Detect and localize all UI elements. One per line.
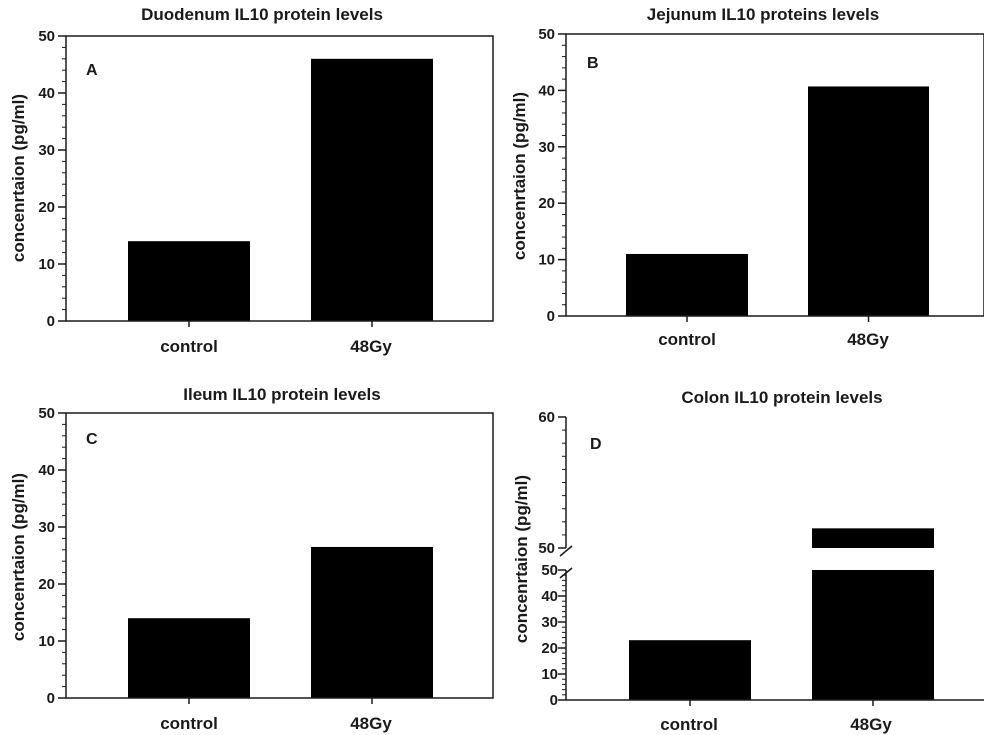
panel-d-xtick-48gy: 48Gy: [850, 715, 892, 734]
panel-b-title: Jejunum IL10 proteins levels: [647, 5, 879, 24]
panel-a-axes: [65, 35, 494, 322]
panel-c-xtick-48gy: 48Gy: [350, 714, 392, 733]
panel-d-break-mark-lower: [559, 567, 573, 579]
panel-c-ytick-label-0: 0: [47, 690, 55, 707]
panel-a-ytick-label-0: 0: [47, 313, 55, 330]
panel-a-bars: [128, 58, 433, 322]
panel-c-ytick-label-30: 30: [38, 519, 55, 536]
panel-b-ytick-label-10: 10: [538, 252, 555, 269]
panel-d-xtick-control: control: [660, 715, 718, 734]
panel-b-xtick-control: control: [658, 330, 716, 349]
panel-d-bar-48gy-upper: [812, 528, 934, 548]
panel-a-ytick-label-30: 30: [38, 142, 55, 159]
panel-d-ytick-label-0: 0: [550, 692, 558, 709]
panel-a-ytick-label-40: 40: [38, 85, 55, 102]
panel-a-xtick-48gy: 48Gy: [350, 337, 392, 356]
panel-a-frame: [65, 35, 494, 322]
panel-a-ylabel: concenrtaion (pg/ml): [9, 94, 28, 262]
panel-c-ticks: 0 10 20 30 40 50: [38, 405, 373, 707]
panel-d-ytick-label-20: 20: [541, 640, 558, 657]
panel-d-break-mark-upper: [559, 545, 573, 557]
panel-c-axes: [65, 412, 494, 699]
panel-a-xtick-control: control: [160, 337, 218, 356]
panel-b-ytick-label-0: 0: [547, 308, 555, 325]
panel-a-ytick-label-50: 50: [38, 28, 55, 45]
panel-c-ytick-label-20: 20: [38, 576, 55, 593]
panel-b-ytick-label-40: 40: [538, 82, 555, 99]
panel-a-ytick-label-20: 20: [38, 199, 55, 216]
panel-c-title: Ileum IL10 protein levels: [183, 385, 380, 404]
panel-a-bar-control: [128, 241, 250, 321]
panel-a-ticks: 0 10 20 30 40 50: [38, 28, 373, 330]
panel-a-bar-48gy: [311, 58, 433, 322]
panel-c-bar-control: [128, 618, 250, 698]
panel-d-ytick-label-40: 40: [541, 588, 558, 605]
panel-d-letter: D: [590, 436, 602, 453]
panel-d-bars: [629, 528, 934, 700]
panel-b-bar-48gy: [808, 86, 929, 317]
panel-c-frame: [65, 412, 494, 699]
panel-b-bar-control: [626, 253, 748, 316]
panel-b: Jejunum IL10 proteins levels concenrtaio…: [510, 5, 984, 349]
panel-d-bar-48gy: [812, 570, 934, 700]
panel-d-axes: [559, 417, 984, 701]
panel-a-ytick-label-10: 10: [38, 256, 55, 273]
panel-b-bars: [626, 86, 929, 317]
panel-b-ytick-label-20: 20: [538, 195, 555, 212]
panel-d-ytick-label-50: 50: [541, 562, 558, 579]
panel-d: Colon IL10 protein levels concenrtaion (…: [512, 388, 984, 734]
panel-d-ylabel: concenrtaion (pg/ml): [512, 475, 531, 643]
panel-c-bars: [128, 546, 433, 698]
panel-b-ytick-label-30: 30: [538, 139, 555, 156]
panel-d-ytick-label-30: 30: [541, 614, 558, 631]
panel-d-ytick-upper-label-50: 50: [538, 540, 555, 557]
panel-d-bar-control: [629, 640, 751, 700]
panel-a-letter: A: [86, 62, 98, 79]
panel-a-title: Duodenum IL10 protein levels: [141, 5, 383, 24]
panel-d-ticks: 0 10 20 30 40 50 50 60: [538, 409, 874, 709]
panel-c-bar-48gy: [311, 546, 433, 698]
panel-d-ytick-upper-label-60: 60: [538, 409, 555, 426]
panel-c-ytick-label-50: 50: [38, 405, 55, 422]
panel-c-letter: C: [86, 431, 98, 448]
panel-a: Duodenum IL10 protein levels concenrtaio…: [9, 5, 494, 356]
panel-c-ylabel: concenrtaion (pg/ml): [9, 473, 28, 641]
panel-c-ytick-label-10: 10: [38, 633, 55, 650]
panel-b-axes: [565, 33, 984, 317]
panel-b-ticks: 0 10 20 30 40 50: [538, 26, 870, 325]
panel-d-ytick-label-10: 10: [541, 666, 558, 683]
panel-d-title: Colon IL10 protein levels: [681, 388, 882, 407]
panel-c-ytick-label-40: 40: [38, 462, 55, 479]
panel-b-xtick-48gy: 48Gy: [847, 330, 889, 349]
panel-b-ylabel: concenrtaion (pg/ml): [510, 92, 529, 260]
panel-b-ytick-label-50: 50: [538, 26, 555, 43]
panel-b-letter: B: [587, 55, 599, 72]
panel-b-frame: [565, 33, 984, 317]
panel-c: Ileum IL10 protein levels concenrtaion (…: [9, 385, 494, 733]
panel-c-xtick-control: control: [160, 714, 218, 733]
